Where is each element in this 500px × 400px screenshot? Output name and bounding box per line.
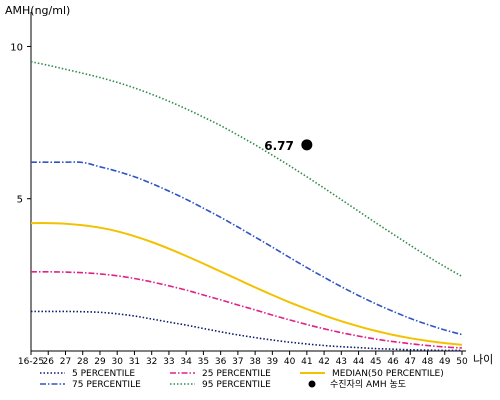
- x-tick-label: 29: [94, 357, 106, 367]
- highlight-point: [301, 139, 313, 151]
- x-tick-label: 31: [129, 357, 140, 367]
- x-tick-label: 40: [284, 357, 296, 367]
- x-tick-label: 50: [456, 357, 468, 367]
- x-tick-label: 47: [405, 357, 416, 367]
- x-tick-label: 30: [111, 357, 123, 367]
- series-line: [31, 310, 462, 352]
- x-tick-label: 48: [422, 357, 434, 367]
- legend-label: 수진자의 AMH 농도: [330, 379, 406, 390]
- x-tick-label: 37: [232, 357, 243, 367]
- x-tick-label: 34: [180, 357, 192, 367]
- highlight-point-label: 6.77: [264, 139, 294, 153]
- highlight-layer: 6.77: [264, 139, 313, 153]
- legend-point-marker: [308, 380, 316, 388]
- series-layer: [30, 60, 463, 352]
- x-tick-label: 38: [249, 357, 261, 367]
- legend-label: MEDIAN(50 PERCENTILE): [332, 369, 444, 379]
- series-line: [30, 222, 463, 346]
- legend: 5 PERCENTILE 25 PERCENTILE MEDIAN(50 PERCE…: [40, 369, 444, 390]
- x-tick-label: 44: [353, 357, 365, 367]
- x-tick-label: 46: [387, 357, 399, 367]
- x-tick-label: 39: [267, 357, 279, 367]
- y-tick-label: 5: [17, 195, 23, 206]
- x-tick-label: 33: [163, 357, 174, 367]
- x-tick-label: 49: [439, 357, 451, 367]
- series-line: [31, 161, 463, 336]
- x-tick-label: 41: [301, 357, 312, 367]
- y-axis-label: AMH(ng/ml): [5, 4, 70, 17]
- x-tick-label: 28: [77, 357, 89, 367]
- series-line: [30, 60, 463, 278]
- legend-label: 25 PERCENTILE: [202, 369, 271, 379]
- x-tick-label: 43: [336, 357, 347, 367]
- x-tick-label: 27: [60, 357, 71, 367]
- legend-label: 75 PERCENTILE: [72, 380, 141, 390]
- x-tick-label: 32: [146, 357, 157, 367]
- y-tick-label: 10: [10, 42, 23, 53]
- x-tick-label: 35: [198, 357, 209, 367]
- x-tick-label: 42: [318, 357, 329, 367]
- x-tick-label: 26: [43, 357, 55, 367]
- x-axis-label: 나이: [473, 353, 493, 366]
- x-tick-label: 45: [370, 357, 381, 367]
- legend-label: 5 PERCENTILE: [72, 369, 135, 379]
- legend-label: 95 PERCENTILE: [202, 380, 271, 390]
- x-tick-label: 16-25: [18, 357, 44, 367]
- series-line: [31, 270, 463, 349]
- x-tick-label: 36: [215, 357, 227, 367]
